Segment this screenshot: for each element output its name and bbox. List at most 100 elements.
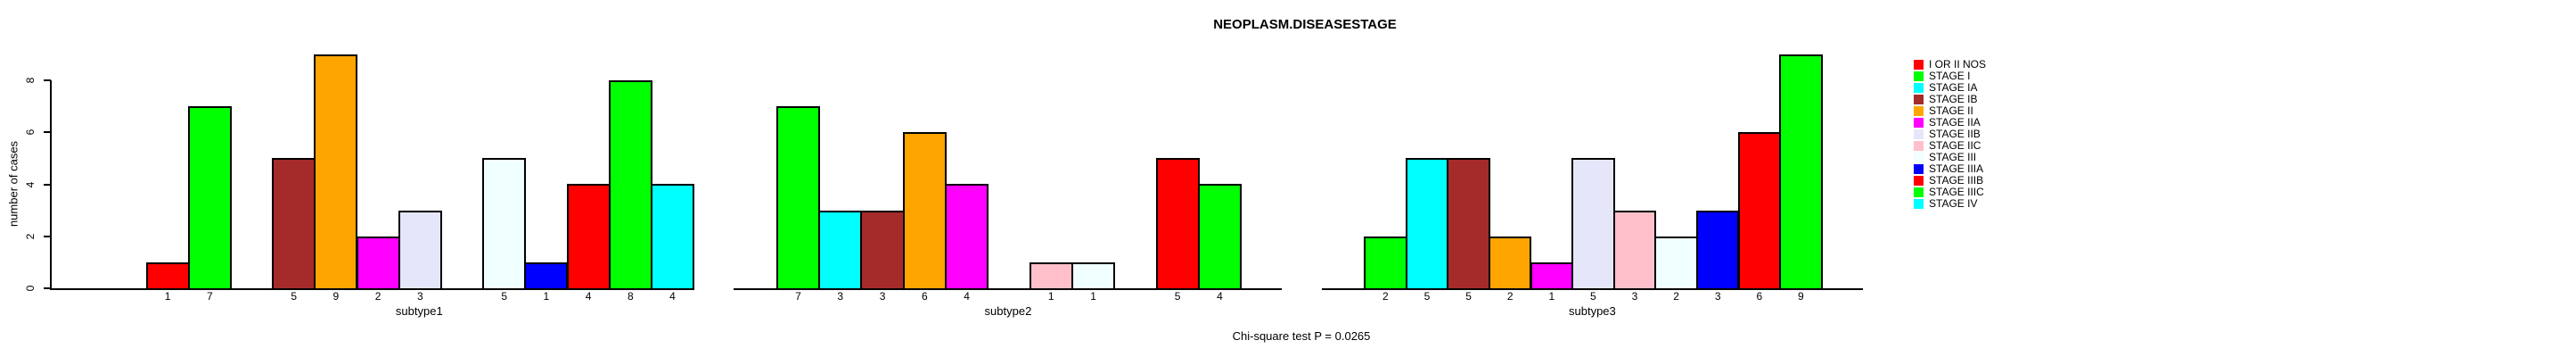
bar-value-label: 1 (164, 290, 171, 303)
bar-value-label: 1 (1548, 290, 1555, 303)
bar-subtype3-stage-iiia (1695, 211, 1740, 290)
legend-swatch-stage-ib (1914, 95, 1924, 104)
y-tick-label-2: 2 (24, 233, 37, 240)
y-tick-label-0: 0 (24, 285, 37, 292)
y-tick (44, 235, 51, 237)
bar-subtype1-stage-iib (398, 211, 442, 290)
bar-value-label: 3 (837, 290, 844, 303)
bar-subtype1-i-or-ii-nos (145, 262, 190, 290)
bar-value-label: 5 (1423, 290, 1431, 303)
x-axis-label-subtype1: subtype1 (395, 304, 443, 318)
y-tick (44, 183, 51, 186)
bar-subtype2-stage-iiic (1197, 184, 1243, 290)
bar-subtype3-stage-iib (1571, 158, 1615, 290)
chi-square-annotation: Chi-square test P = 0.0265 (1232, 329, 1371, 343)
bar-subtype3-stage-ii (1488, 237, 1532, 290)
bar-value-label: 5 (291, 290, 298, 303)
legend-label-stage-iiic: STAGE IIIC (1929, 186, 1984, 198)
bar-value-label: 2 (1382, 290, 1389, 303)
bar-subtype1-stage-iii (482, 158, 527, 290)
y-tick-label-4: 4 (24, 181, 37, 187)
bar-value-label: 3 (1631, 290, 1638, 303)
bar-value-label: 5 (1465, 290, 1472, 303)
bar-subtype3-stage-iiib (1737, 132, 1782, 290)
bar-subtype3-stage-iic (1612, 211, 1657, 290)
bar-subtype2-stage-i (775, 106, 821, 290)
bar-value-label: 3 (1714, 290, 1721, 303)
legend-swatch-stage-ii (1914, 106, 1924, 116)
bar-value-label: 3 (879, 290, 886, 303)
bar-value-label: 5 (1590, 290, 1596, 303)
bar-value-label: 2 (1506, 290, 1514, 303)
x-axis-subtype2 (734, 288, 1282, 290)
bar-subtype1-stage-ii (314, 54, 358, 290)
bar-value-label: 5 (1174, 290, 1181, 303)
bar-subtype1-stage-iia (356, 237, 400, 290)
bar-value-label: 7 (795, 290, 801, 303)
bar-subtype3-stage-ib (1447, 158, 1490, 290)
legend-label-i-or-ii-nos: I OR II NOS (1929, 58, 1987, 71)
legend-swatch-stage-iib (1914, 129, 1924, 139)
bar-subtype2-stage-ii (902, 132, 947, 290)
bar-subtype3-stage-iii (1654, 237, 1698, 290)
legend-label-stage-iib: STAGE IIB (1929, 128, 1981, 140)
x-axis-label-subtype3: subtype3 (1569, 304, 1616, 318)
legend-label-stage-iiia: STAGE IIIA (1929, 162, 1984, 175)
legend-label-stage-i: STAGE I (1929, 70, 1971, 82)
bar-subtype1-stage-iiia (524, 262, 569, 290)
bar-value-label: 3 (416, 290, 423, 303)
y-tick (44, 287, 51, 289)
bar-value-label: 4 (964, 290, 970, 303)
bar-subtype1-stage-iiic (608, 80, 652, 290)
legend-swatch-i-or-ii-nos (1914, 60, 1924, 70)
y-tick-label-8: 8 (24, 77, 37, 84)
bar-subtype1-stage-iv (650, 184, 695, 290)
legend-swatch-stage-iiic (1914, 187, 1924, 197)
bar-subtype1-stage-i (187, 106, 232, 290)
bar-subtype2-stage-iiib (1155, 158, 1200, 290)
legend-swatch-stage-iiia (1914, 164, 1924, 174)
legend-label-stage-iii: STAGE III (1929, 151, 1977, 163)
bar-value-label: 4 (669, 290, 676, 303)
legend-label-stage-iv: STAGE IV (1929, 197, 1978, 210)
bar-value-label: 9 (1798, 290, 1804, 303)
legend-swatch-stage-i (1914, 71, 1924, 81)
bar-subtype2-stage-iic (1029, 262, 1073, 290)
legend-swatch-stage-iv (1914, 199, 1924, 209)
y-tick (44, 79, 51, 81)
bar-subtype1-stage-iiib (566, 184, 611, 290)
bar-value-label: 6 (922, 290, 928, 303)
bar-subtype3-stage-iiic (1779, 54, 1823, 290)
bar-subtype2-stage-iii (1071, 262, 1116, 290)
y-tick-label-6: 6 (24, 129, 37, 136)
y-tick (44, 131, 51, 134)
x-axis-label-subtype2: subtype2 (984, 304, 1032, 318)
bar-value-label: 2 (374, 290, 381, 303)
y-axis (50, 80, 52, 290)
bar-value-label: 4 (585, 290, 592, 303)
bar-value-label: 4 (1217, 290, 1223, 303)
bar-value-label: 9 (332, 290, 340, 303)
legend-label-stage-ii: STAGE II (1929, 104, 1973, 117)
bar-subtype3-stage-ia (1405, 158, 1449, 290)
bar-subtype2-stage-ib (860, 211, 905, 290)
bar-value-label: 1 (1090, 290, 1096, 303)
bar-value-label: 6 (1756, 290, 1763, 303)
chart-title: NEOPLASM.DISEASESTAGE (1213, 17, 1397, 32)
bar-subtype2-stage-iia (945, 184, 989, 290)
legend-swatch-stage-ia (1914, 83, 1924, 93)
bar-subtype1-stage-ib (272, 158, 316, 290)
bar-value-label: 1 (1047, 290, 1054, 303)
bar-subtype2-stage-ia (818, 211, 863, 290)
bar-subtype3-stage-i (1364, 237, 1407, 290)
legend-label-stage-iia: STAGE IIA (1929, 116, 1981, 129)
legend-swatch-stage-iii (1914, 153, 1924, 162)
legend-label-stage-iic: STAGE IIC (1929, 139, 1981, 152)
bar-value-label: 8 (627, 290, 634, 303)
bar-value-label: 1 (543, 290, 550, 303)
legend-label-stage-ib: STAGE IB (1929, 93, 1978, 105)
bar-subtype3-stage-iia (1530, 262, 1574, 290)
legend-label-stage-ia: STAGE IA (1929, 81, 1978, 94)
legend-swatch-stage-iiib (1914, 176, 1924, 186)
